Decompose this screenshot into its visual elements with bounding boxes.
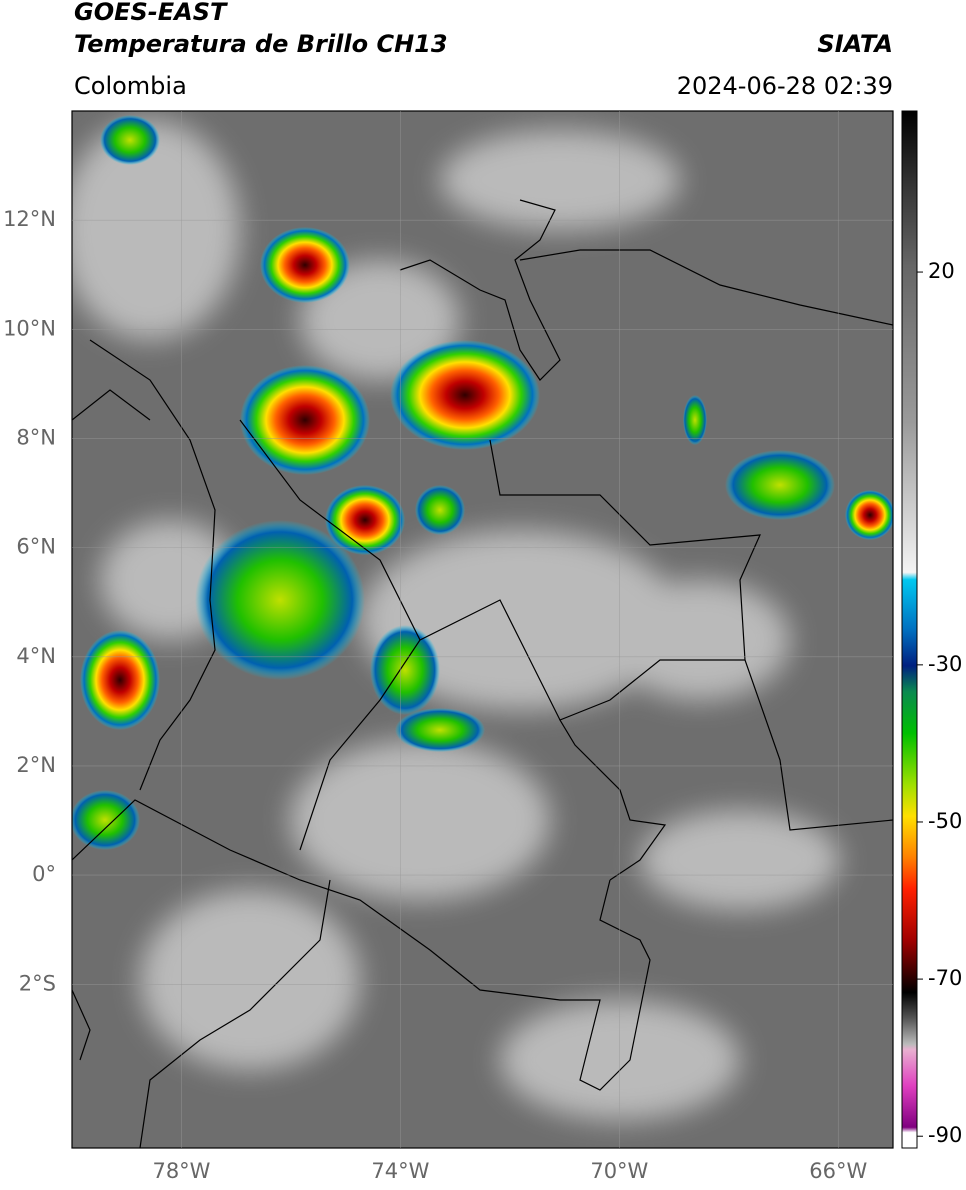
x-tick-label: 70°W: [590, 1159, 648, 1183]
title: GOES-EAST: [74, 0, 228, 26]
map-image: [72, 111, 893, 1148]
y-tick-label: 12°N: [3, 207, 56, 231]
x-tick-label: 74°W: [371, 1159, 429, 1183]
colorbar-tick-label: -30: [928, 652, 962, 676]
y-tick-label: 0°: [32, 862, 56, 886]
source: SIATA: [817, 30, 893, 58]
colorbar-tick-label: -70: [928, 966, 962, 990]
x-tick-label: 78°W: [152, 1159, 210, 1183]
datetime: 2024-06-28 02:39: [677, 72, 893, 100]
y-tick-label: 2°N: [16, 753, 56, 777]
storm-cells: [72, 115, 893, 850]
y-tick-label: 4°N: [16, 644, 56, 668]
region: Colombia: [74, 72, 187, 100]
colorbar-tick-label: 20: [928, 259, 955, 283]
y-tick-label: 10°N: [3, 316, 56, 340]
colorbar: [901, 110, 918, 1149]
colorbar-tick-label: -50: [928, 809, 962, 833]
cloud-cover: [72, 120, 840, 1120]
y-tick-label: 8°N: [16, 425, 56, 449]
y-tick-label: 6°N: [16, 535, 56, 559]
y-tick-label: 2°S: [19, 971, 56, 995]
x-tick-label: 66°W: [809, 1159, 867, 1183]
subtitle: Temperatura de Brillo CH13: [74, 30, 448, 58]
borders: [72, 199, 893, 1148]
colorbar-tick-label: -90: [928, 1123, 962, 1147]
map-frame: [71, 110, 894, 1149]
